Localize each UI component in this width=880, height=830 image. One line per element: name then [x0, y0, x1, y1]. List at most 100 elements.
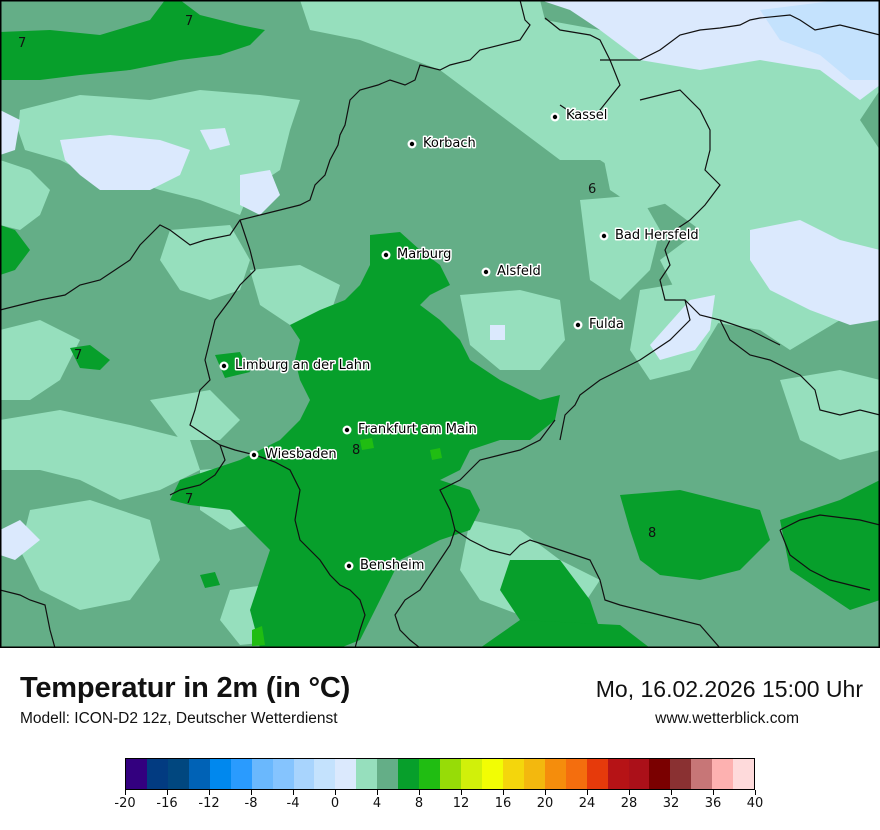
- city-fulda[interactable]: Fulda: [573, 316, 625, 334]
- website-link[interactable]: www.wetterblick.com: [655, 710, 799, 727]
- isotherm-label: 7: [185, 14, 193, 29]
- colorbar-segment: [398, 759, 420, 789]
- colorbar-segment: [419, 759, 441, 789]
- colorbar-tick-label: 16: [494, 796, 512, 811]
- city-label: Wiesbaden: [265, 447, 337, 462]
- colorbar-tick-label: 12: [452, 796, 470, 811]
- colorbar-segment: [628, 759, 650, 789]
- colorbar-segment: [188, 759, 210, 789]
- city-bad-hersfeld[interactable]: Bad Hersfeld: [599, 227, 700, 245]
- city-label: Kassel: [566, 108, 607, 123]
- colorbar-segment: [649, 759, 671, 789]
- colorbar-tick: [586, 790, 588, 795]
- colorbar-segment: [607, 759, 629, 789]
- colorbar-segment: [209, 759, 231, 789]
- city-label: Limburg an der Lahn: [235, 358, 370, 373]
- city-label: Fulda: [589, 317, 624, 332]
- city-label: Bad Hersfeld: [615, 228, 699, 243]
- map-frame: [0, 0, 880, 648]
- isotherm-label: 7: [18, 36, 26, 51]
- colorbar-tick-label: -8: [244, 796, 258, 811]
- colorbar-tick-label: 36: [704, 796, 722, 811]
- colorbar-tick: [166, 790, 168, 795]
- city-label: Bensheim: [360, 558, 424, 573]
- colorbar-tick: [334, 790, 336, 795]
- colorbar-tick: [250, 790, 252, 795]
- colorbar-tick-label: -4: [286, 796, 300, 811]
- colorbar-segment: [523, 759, 545, 789]
- city-wiesbaden[interactable]: Wiesbaden: [249, 446, 338, 464]
- isotherm-label: 6: [588, 182, 596, 197]
- city-korbach[interactable]: Korbach: [407, 135, 477, 153]
- region-0-2: [0, 0, 880, 560]
- model-source: Modell: ICON-D2 12z, Deutscher Wetterdie…: [20, 710, 338, 727]
- colorbar-tick-label: -20: [114, 796, 136, 811]
- colorbar-tick: [208, 790, 210, 795]
- isotherm-labels: 7 7 6 7 8 7 8: [18, 14, 656, 541]
- colorbar-segment: [314, 759, 336, 789]
- colorbar-tick-label: -12: [198, 796, 220, 811]
- colorbar-segment: [377, 759, 399, 789]
- city-label: Korbach: [423, 136, 476, 151]
- colorbar-tick-label: -16: [156, 796, 178, 811]
- map-footer: Temperatur in 2m (in °C) Modell: ICON-D2…: [0, 648, 880, 830]
- colorbar-tick: [628, 790, 630, 795]
- colorbar-segment: [670, 759, 692, 789]
- forecast-datetime: Mo, 16.02.2026 15:00 Uhr: [595, 676, 863, 702]
- region-minus2-0: [760, 0, 880, 80]
- colorbar-tick-label: 8: [414, 796, 424, 811]
- colorbar-segment: [272, 759, 294, 789]
- colorbar-segment: [440, 759, 461, 789]
- colorbar-segment: [565, 759, 587, 789]
- colorbar-segment: [586, 759, 608, 789]
- colorbar-segment: [502, 759, 524, 789]
- city-frankfurt[interactable]: Frankfurt am Main: [342, 421, 478, 439]
- city-bensheim[interactable]: Bensheim: [344, 557, 426, 575]
- city-alsfeld[interactable]: Alsfeld: [481, 263, 542, 281]
- colorbar-segment: [230, 759, 252, 789]
- isotherm-label: 7: [185, 492, 193, 507]
- colorbar-tick: [754, 790, 756, 795]
- colorbar-segment: [167, 759, 189, 789]
- colorbar-tick-label: 20: [536, 796, 554, 811]
- region-8-10: [252, 438, 442, 646]
- colorbar-segment: [461, 759, 482, 789]
- city-limburg[interactable]: Limburg an der Lahn: [219, 357, 372, 375]
- colorbar-segment: [481, 759, 503, 789]
- map-canvas: 7 7 6 7 8 7 8 Kassel Korbach Bad Hersfel…: [0, 0, 880, 648]
- colorbar-tick-label: 32: [662, 796, 680, 811]
- colorbar-tick: [712, 790, 714, 795]
- colorbar-tick: [418, 790, 420, 795]
- colorbar-segment: [712, 759, 734, 789]
- colorbar-segment: [691, 759, 713, 789]
- colorbar-tick: [292, 790, 294, 795]
- colorbar-tick-label: 40: [746, 796, 764, 811]
- colorbar-segment: [733, 759, 755, 789]
- colorbar-tick-label: 28: [620, 796, 638, 811]
- city-label: Frankfurt am Main: [358, 422, 477, 437]
- colorbar-tick: [376, 790, 378, 795]
- colorbar-tick: [544, 790, 546, 795]
- city-kassel[interactable]: Kassel: [550, 107, 609, 125]
- colorbar-tick-label: 24: [578, 796, 596, 811]
- isotherm-label: 7: [74, 348, 82, 363]
- colorbar-tick: [124, 790, 126, 795]
- colorbar-segment: [126, 759, 147, 789]
- isotherm-label: 8: [352, 443, 360, 458]
- colorbar-tick: [670, 790, 672, 795]
- colorbar-segment: [251, 759, 273, 789]
- colorbar-segment: [293, 759, 315, 789]
- colorbar-tick: [460, 790, 462, 795]
- city-label: Alsfeld: [497, 264, 541, 279]
- colorbar-segment: [146, 759, 168, 789]
- temperature-colorbar: [125, 758, 755, 790]
- map-title: Temperatur in 2m (in °C): [20, 672, 351, 704]
- colorbar-tick-label: 0: [330, 796, 340, 811]
- colorbar-tick: [502, 790, 504, 795]
- colorbar-ticks: -20 -16 -12 -8 -4 0 4 8 12 16 20 24 28 32 36 40: [114, 790, 763, 820]
- city-marburg[interactable]: Marburg: [381, 246, 453, 264]
- city-markers: Kassel Korbach Bad Hersfeld Marburg Alsf…: [219, 107, 700, 575]
- colorbar-segment: [356, 759, 378, 789]
- isotherm-label: 8: [648, 526, 656, 541]
- temperature-map: 7 7 6 7 8 7 8 Kassel Korbach Bad Hersfel…: [0, 0, 880, 648]
